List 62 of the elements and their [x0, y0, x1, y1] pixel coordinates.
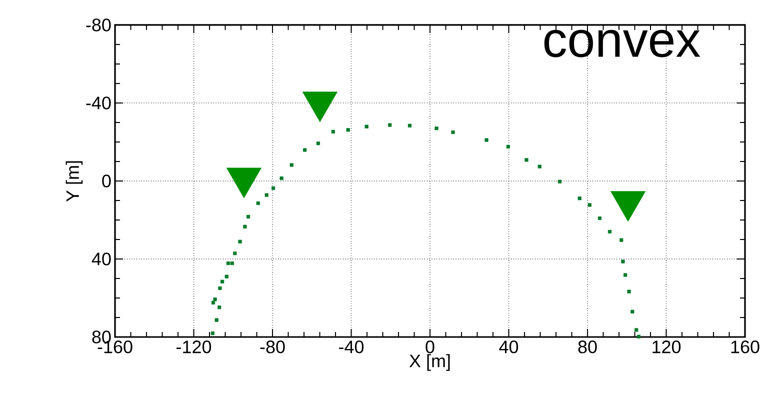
point — [627, 290, 631, 294]
point — [624, 273, 628, 277]
point — [620, 238, 624, 242]
point — [451, 130, 455, 134]
point — [230, 261, 234, 266]
y-tick-label: 40 — [92, 252, 111, 266]
y-tick-label: -40 — [86, 96, 111, 110]
point — [316, 142, 320, 146]
point — [598, 216, 602, 220]
point — [608, 230, 612, 234]
point — [408, 124, 412, 128]
point — [264, 193, 268, 197]
point — [213, 298, 217, 302]
point — [302, 92, 338, 122]
x-tick-label: -80 — [260, 340, 285, 354]
x-axis-title: X [m] — [409, 354, 450, 371]
point — [588, 203, 592, 207]
point — [578, 196, 582, 200]
point — [218, 306, 222, 310]
point — [243, 224, 247, 228]
x-tick-label: 40 — [499, 340, 518, 354]
point — [388, 123, 392, 127]
point — [218, 286, 222, 290]
point — [302, 148, 307, 152]
point — [634, 328, 638, 332]
point — [220, 280, 224, 284]
point — [630, 310, 634, 314]
point — [484, 138, 488, 142]
point — [331, 130, 335, 134]
x-tick-label: -40 — [339, 340, 364, 354]
x-tick-label: -120 — [176, 340, 212, 354]
point — [636, 334, 640, 338]
point — [290, 163, 294, 167]
point — [538, 164, 542, 168]
annotation: convex — [544, 30, 700, 58]
y-tick-label: 0 — [102, 174, 111, 188]
point — [238, 240, 242, 244]
point — [256, 201, 260, 206]
x-tick-label: 0 — [426, 340, 434, 354]
y-axis-title: Y [m] — [66, 161, 83, 202]
point — [224, 274, 228, 278]
point — [233, 252, 237, 256]
point — [214, 318, 218, 322]
point — [610, 191, 646, 222]
point — [364, 124, 368, 128]
point — [226, 261, 230, 266]
point — [271, 186, 276, 190]
y-tick-label: -80 — [86, 18, 111, 32]
point — [226, 168, 262, 198]
point — [558, 180, 562, 184]
point — [246, 214, 250, 218]
point — [621, 260, 625, 264]
x-tick-label: 80 — [578, 340, 597, 354]
point — [524, 158, 528, 162]
x-tick-label: 160 — [731, 340, 760, 354]
point — [211, 300, 216, 304]
point — [506, 144, 510, 148]
point — [346, 128, 350, 132]
point — [280, 176, 284, 180]
x-tick-label: 120 — [652, 340, 681, 354]
point — [434, 126, 438, 130]
point — [210, 331, 214, 336]
